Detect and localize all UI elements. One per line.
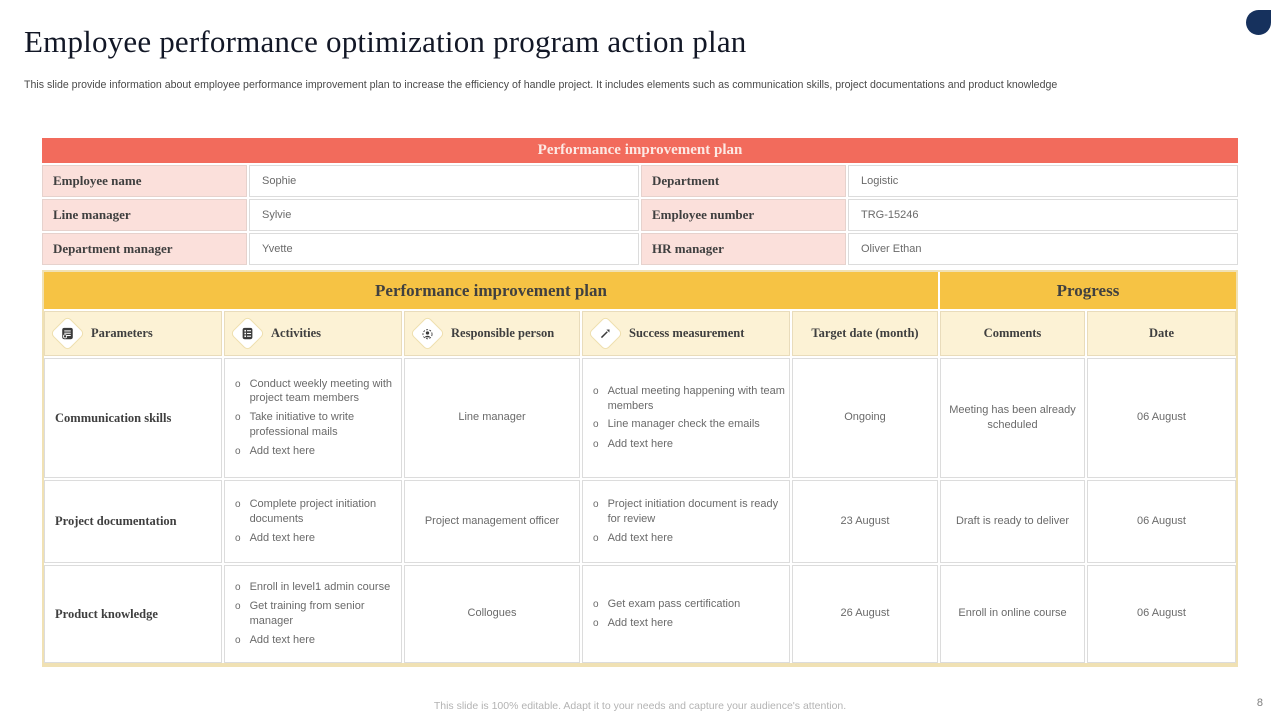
bullet-item: o Complete project initiation documents	[235, 497, 377, 525]
activities-cell: o Complete project initiation documents o…	[224, 480, 402, 563]
activities-cell: o Conduct weekly meeting with project tea…	[224, 358, 402, 478]
responsible-person-cell: Line manager	[404, 358, 580, 478]
info-value-line-manager[interactable]: Sylvie	[249, 199, 639, 231]
column-header-label: Responsible person	[451, 326, 555, 341]
checklist-icon	[229, 315, 266, 352]
column-header-parameters: Parameters	[44, 311, 222, 356]
date-cell: 06 August	[1087, 565, 1236, 663]
responsible-person-cell: Collogues	[404, 565, 580, 663]
trend-arrow-icon	[587, 315, 624, 352]
bullet-item: o Take initiative to write professional m…	[235, 411, 355, 439]
column-header-label: Comments	[983, 326, 1042, 341]
parameter-cell: Product knowledge	[44, 565, 222, 663]
corner-accent-shape	[1246, 10, 1271, 35]
employee-info-table: Performance improvement plan Employee na…	[42, 138, 1238, 265]
info-value-employee-number[interactable]: TRG-15246	[848, 199, 1238, 231]
group-header-progress: Progress	[940, 272, 1236, 309]
target-date-cell: Ongoing	[792, 358, 938, 478]
column-header-label: Date	[1149, 326, 1174, 341]
column-header-label: Activities	[271, 326, 321, 341]
column-header-label: Target date (month)	[811, 326, 919, 341]
column-header-target-date: Target date (month)	[792, 311, 938, 356]
column-header-date: Date	[1087, 311, 1236, 356]
column-header-label: Success measurement	[629, 326, 745, 341]
bullet-item: o Get exam pass certification	[593, 597, 741, 610]
group-header-plan: Performance improvement plan	[44, 272, 938, 309]
bullet-item: o Line manager check the emails	[593, 418, 760, 431]
info-label: Department	[641, 165, 846, 197]
bullet-item: o Add text here	[235, 444, 315, 457]
success-measurement-cell: o Project initiation document is ready fo…	[582, 480, 790, 563]
parameter-cell: Communication skills	[44, 358, 222, 478]
bullet-item: o Add text here	[593, 437, 673, 450]
date-cell: 06 August	[1087, 480, 1236, 563]
person-badge-icon	[409, 315, 446, 352]
bullet-item: o Add text here	[593, 531, 673, 544]
bullet-item: o Add text here	[593, 617, 673, 629]
bullet-item: o Project initiation document is ready fo…	[593, 497, 779, 525]
bullet-item: o Enroll in level1 admin course	[235, 580, 391, 593]
notepad-icon	[49, 315, 86, 352]
comments-cell: Enroll in online course	[940, 565, 1085, 663]
target-date-cell: 23 August	[792, 480, 938, 563]
bullet-item: o Get training from senior manager	[235, 600, 365, 627]
info-label: Employee name	[42, 165, 247, 197]
page-subtitle: This slide provide information about emp…	[24, 79, 1058, 91]
info-label: Line manager	[42, 199, 247, 231]
column-header-label: Parameters	[91, 326, 153, 341]
info-value-employee-name[interactable]: Sophie	[249, 165, 639, 197]
column-header-success-measurement: Success measurement	[582, 311, 790, 356]
info-table-title: Performance improvement plan	[42, 138, 1238, 163]
column-header-comments: Comments	[940, 311, 1085, 356]
comments-cell: Draft is ready to deliver	[940, 480, 1085, 563]
info-label: Employee number	[641, 199, 846, 231]
bullet-item: o Actual meeting happening with team memb…	[593, 384, 785, 412]
info-value-department[interactable]: Logistic	[848, 165, 1238, 197]
info-value-department-manager[interactable]: Yvette	[249, 233, 639, 265]
info-value-hr-manager[interactable]: Oliver Ethan	[848, 233, 1238, 265]
footer-note: This slide is 100% editable. Adapt it to…	[433, 700, 847, 712]
success-measurement-cell: o Actual meeting happening with team memb…	[582, 358, 790, 478]
responsible-person-cell: Project management officer	[404, 480, 580, 563]
page-title: Employee performance optimization progra…	[24, 24, 747, 59]
bullet-item: o Conduct weekly meeting with project tea…	[235, 377, 393, 405]
target-date-cell: 26 August	[792, 565, 938, 663]
success-measurement-cell: o Get exam pass certification o Add text h…	[582, 565, 790, 663]
bullet-item: o Add text here	[235, 633, 315, 646]
improvement-plan-table: Performance improvement plan Progress Pa…	[42, 270, 1238, 667]
column-header-responsible-person: Responsible person	[404, 311, 580, 356]
info-label: Department manager	[42, 233, 247, 265]
parameter-cell: Project documentation	[44, 480, 222, 563]
comments-cell: Meeting has been already scheduled	[940, 358, 1085, 478]
info-label: HR manager	[641, 233, 846, 265]
bullet-item: o Add text here	[235, 531, 315, 544]
activities-cell: o Enroll in level1 admin course o Get trai…	[224, 565, 402, 663]
column-header-activities: Activities	[224, 311, 402, 356]
page-number: 8	[1256, 697, 1263, 709]
date-cell: 06 August	[1087, 358, 1236, 478]
